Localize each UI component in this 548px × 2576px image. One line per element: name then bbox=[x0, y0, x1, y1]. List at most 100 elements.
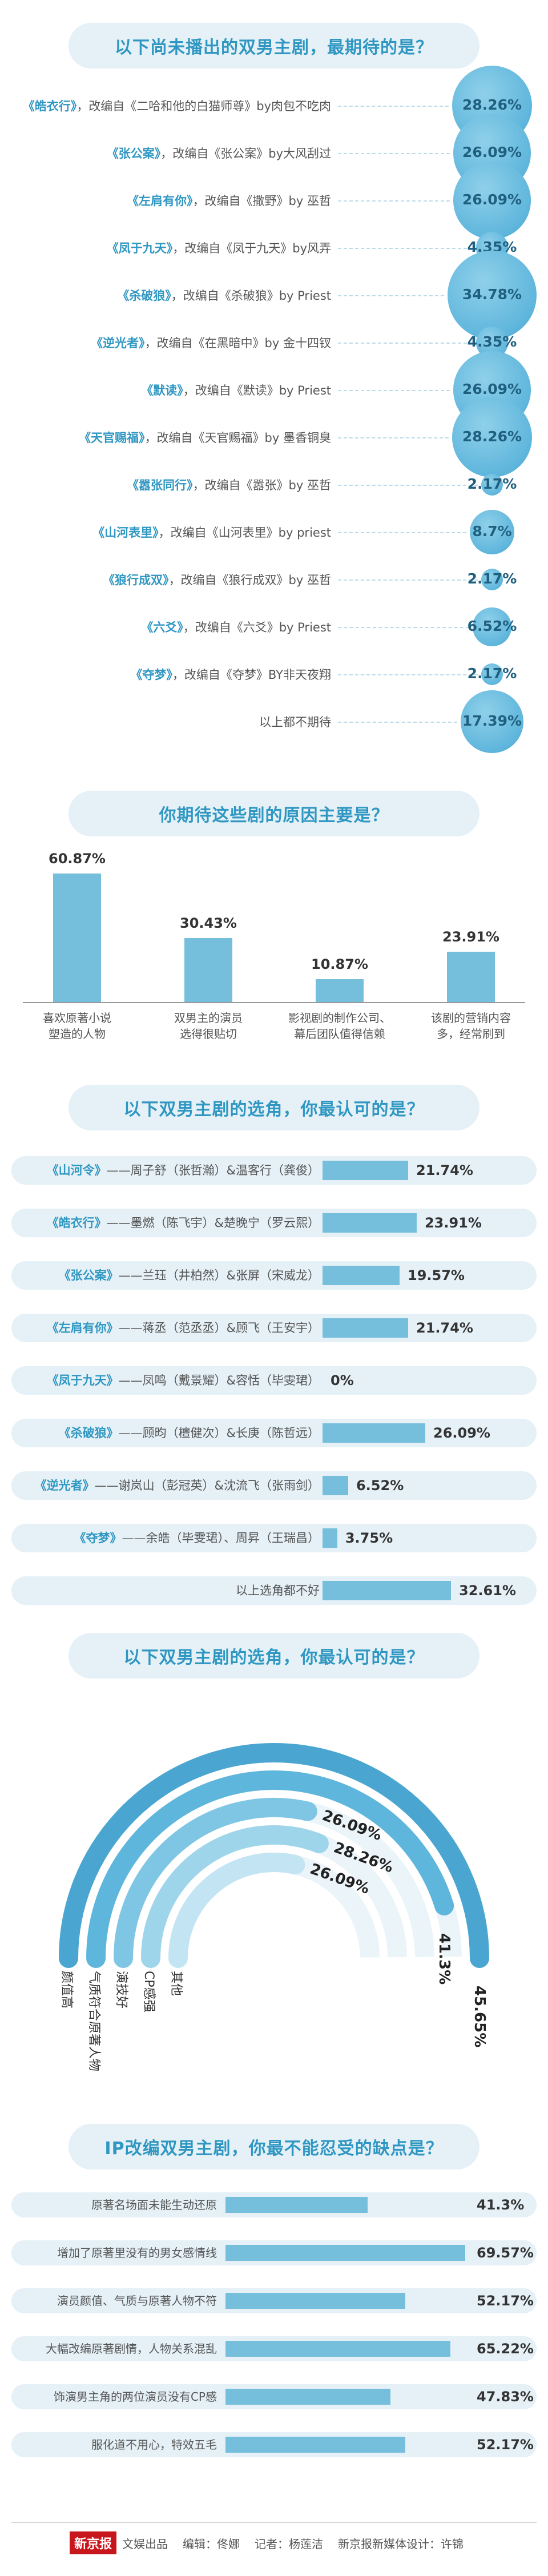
bubble-row-title: 《六爻》 bbox=[141, 621, 183, 634]
bar-value-label: 3.75% bbox=[345, 1530, 393, 1546]
bubble-row-title: 《默读》 bbox=[141, 384, 183, 397]
bar-value-label: 6.52% bbox=[356, 1478, 404, 1494]
cast-row bbox=[11, 1314, 537, 1342]
bubble-mark bbox=[469, 509, 514, 554]
y-tick-label: 服化道不用心，特效五毛 bbox=[91, 2438, 217, 2452]
cast-row bbox=[11, 1419, 537, 1447]
bubble-row-title: 《狼行成双》 bbox=[103, 573, 169, 587]
bubble-row-title: 《嚣张同行》 bbox=[127, 478, 193, 492]
arc-category-label: CP感强 bbox=[142, 1971, 156, 2012]
cast-row-label: 《逆光者》——谢岚山（彭冠英）&沈流飞（张雨剑） bbox=[11, 1471, 320, 1500]
bubble-value-label: 34.78% bbox=[462, 286, 522, 303]
x-tick-line: 影视剧的制作公司、 bbox=[288, 1011, 391, 1025]
bubble-row-leader bbox=[338, 674, 478, 675]
cast-row-cast: ——墨燃（陈飞宇）&楚晚宁（罗云熙） bbox=[106, 1216, 320, 1230]
bubble-row-source: ，改编自《凤于九天》by风弄 bbox=[172, 242, 331, 255]
bubble-mark bbox=[460, 690, 524, 754]
bar bbox=[323, 1581, 451, 1600]
x-tick-label: 喜欢原著小说 塑造的人物 bbox=[20, 1010, 134, 1042]
bubble-mark bbox=[453, 162, 531, 239]
bubble-row-leader bbox=[338, 437, 449, 438]
bubble-row-label: 《天官赐福》，改编自《天官赐福》by 墨香铜臭 bbox=[11, 429, 331, 446]
bubble-row-label: 《左肩有你》，改编自《撒野》by 巫哲 bbox=[11, 192, 331, 209]
cast-row bbox=[11, 1366, 537, 1395]
cast-row-cast: ——谢岚山（彭冠英）&沈流飞（张雨剑） bbox=[94, 1479, 320, 1492]
bar bbox=[323, 1318, 408, 1338]
x-axis-line bbox=[23, 1002, 525, 1003]
bubble-row-title: 《凤于九天》 bbox=[106, 242, 173, 255]
bubble-value-label: 28.26% bbox=[462, 96, 522, 113]
arc-category-label: 演技好 bbox=[114, 1971, 128, 2009]
bar-value-label: 52.17% bbox=[477, 2293, 534, 2309]
bubble-row-source: ，改编自《山河表里》by priest bbox=[158, 526, 331, 540]
cast-row bbox=[11, 1261, 537, 1290]
cast-row-label: 《凤于九天》——凤鸣（戴景耀）&容恬（毕雯珺） bbox=[11, 1366, 320, 1395]
bubble-value-label: 26.09% bbox=[462, 191, 522, 208]
bubble-row-label: 《六爻》，改编自《六爻》by Priest bbox=[11, 618, 331, 635]
bubble-value-label: 17.39% bbox=[462, 713, 522, 729]
section3-title: 以下双男主剧的选角，你最认可的是？ bbox=[68, 1085, 480, 1130]
bubble-row-label: 《狼行成双》，改编自《狼行成双》by 巫哲 bbox=[11, 571, 331, 588]
bar bbox=[225, 2389, 390, 2405]
bubble-row-title: 《杀破狼》 bbox=[117, 289, 171, 303]
arc-bar bbox=[141, 1825, 329, 1968]
cast-row-cast: ——兰珏（井柏然）&张屏（宋威龙） bbox=[118, 1269, 320, 1282]
bubble-row-source: ，改编自《嚣张》by 巫哲 bbox=[192, 478, 331, 492]
bubble-row-title: 《逆光者》 bbox=[91, 336, 145, 350]
bubble-row-leader bbox=[338, 390, 450, 391]
section5-title: IP改编双男主剧，你最不能忍受的缺点是？ bbox=[68, 2124, 480, 2170]
bar bbox=[225, 2341, 450, 2357]
brand-logo: 新京报 bbox=[69, 2531, 116, 2554]
bar-value-label: 60.87% bbox=[49, 851, 106, 867]
bubble-row-source: ，改编自《狼行成双》by 巫哲 bbox=[168, 573, 331, 587]
bubble-row-leader bbox=[338, 485, 478, 486]
arc-value-label: 45.65% bbox=[471, 1986, 488, 2047]
bubble-row-source: ，改编自《杀破狼》by Priest bbox=[171, 289, 331, 303]
cast-row-label: 《张公案》——兰珏（井柏然）&张屏（宋威龙） bbox=[11, 1261, 320, 1290]
cast-row-cast: 以上选角都不好 bbox=[236, 1584, 320, 1597]
bar bbox=[323, 1423, 425, 1443]
bar bbox=[225, 2437, 405, 2453]
section2-title: 你期待这些剧的原因主要是？ bbox=[68, 791, 480, 836]
bubble-row-label: 《逆光者》，改编自《在黑暗中》by 金十四钗 bbox=[11, 334, 331, 351]
bubble-value-label: 26.09% bbox=[462, 381, 522, 397]
bubble-row-title: 《天官赐福》 bbox=[79, 431, 145, 445]
bubble-row-source: ，改编自《撒野》by 巫哲 bbox=[192, 194, 331, 208]
cast-row-title: 《皓衣行》 bbox=[46, 1216, 107, 1230]
bubble-value-label: 26.09% bbox=[462, 144, 522, 160]
cast-row-title: 《凤于九天》 bbox=[46, 1374, 119, 1387]
bubble-row-leader bbox=[338, 295, 444, 296]
x-tick-line: 塑造的人物 bbox=[49, 1027, 106, 1041]
arc-bar bbox=[59, 1743, 489, 1968]
bar bbox=[225, 2197, 368, 2213]
bar-value-label: 41.3% bbox=[477, 2197, 525, 2213]
cast-row-title: 《逆光者》 bbox=[34, 1479, 95, 1492]
bar bbox=[323, 1476, 348, 1495]
footer: 新京报 文娱出品 编辑：佟娜 记者：杨莲洁 新京报新媒体设计：许锦 bbox=[0, 2526, 548, 2560]
x-tick-label: 该剧的营销内容 多，经常刷到 bbox=[414, 1010, 528, 1042]
bubble-value-label: 6.52% bbox=[467, 618, 517, 634]
cast-row-label: 《皓衣行》——墨燃（陈飞宇）&楚晚宁（罗云熙） bbox=[11, 1209, 320, 1237]
bar bbox=[225, 2245, 465, 2261]
bar bbox=[53, 874, 101, 1002]
bar-value-label: 10.87% bbox=[311, 956, 368, 972]
bubble-row-source: ，改编自《默读》by Priest bbox=[183, 384, 331, 397]
x-tick-label: 双男主的演员 选得很贴切 bbox=[151, 1010, 265, 1042]
bubble-row-label: 《张公案》，改编自《张公案》by大风刮过 bbox=[11, 144, 331, 162]
arc-value-label: 41.3% bbox=[436, 1933, 453, 1985]
y-tick-label: 增加了原著里没有的男女感情线 bbox=[57, 2246, 217, 2260]
cast-row-cast: ——凤鸣（戴景耀）&容恬（毕雯珺） bbox=[118, 1374, 320, 1387]
arc-bar bbox=[168, 1853, 305, 1968]
bar-value-label: 69.57% bbox=[477, 2245, 534, 2261]
bubble-row-source: ，改编自《夺梦》BY非天夜翔 bbox=[172, 668, 331, 682]
bar bbox=[323, 1266, 400, 1285]
cast-row-title: 《杀破狼》 bbox=[58, 1426, 119, 1440]
bubble-row-title: 《夺梦》 bbox=[130, 668, 172, 682]
x-tick-line: 多，经常刷到 bbox=[437, 1027, 505, 1041]
bar-value-label: 19.57% bbox=[408, 1267, 465, 1283]
section4-title: 以下双男主剧的选角，你最认可的是？ bbox=[68, 1633, 480, 1679]
bar bbox=[225, 2293, 405, 2309]
bubble-mark bbox=[452, 397, 533, 478]
arc-bar bbox=[86, 1770, 454, 1968]
bubble-row-label: 《夺梦》，改编自《夺梦》BY非天夜翔 bbox=[11, 666, 331, 683]
